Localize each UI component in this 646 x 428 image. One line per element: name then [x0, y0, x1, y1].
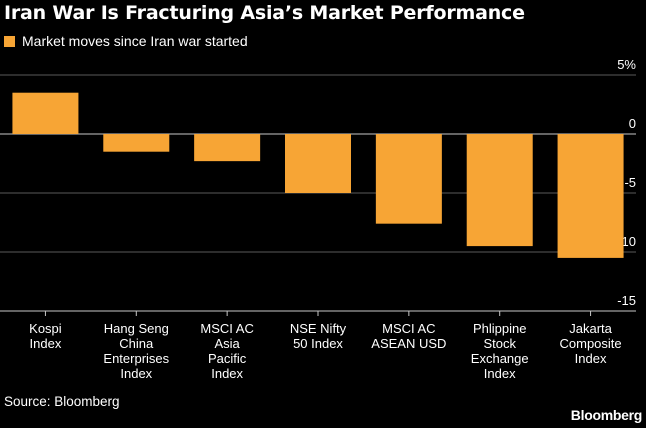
x-tick-label-line: Enterprises [103, 351, 169, 366]
x-tick-label-line: Phlippine [473, 321, 527, 336]
bar [557, 134, 624, 258]
x-tick-label-line: Index [211, 366, 243, 381]
x-tick-label-line: NSE Nifty [290, 321, 347, 336]
y-tick-label: -15 [617, 293, 636, 308]
x-tick-label: MSCI AC ASEAN USD [371, 321, 446, 351]
x-tick-label: MSCI AC Asia Pacific Index [200, 321, 253, 381]
bar [375, 134, 442, 224]
x-tick-label: Kospi Index [29, 321, 62, 351]
brand-logo: Bloomberg [570, 407, 643, 423]
x-tick-label-line: Asia [214, 336, 240, 351]
x-tick-label-line: Kospi [29, 321, 62, 336]
bar [285, 134, 351, 193]
x-tick-label-line: Index [575, 351, 607, 366]
x-tick-label-line: Composite [560, 336, 622, 351]
x-tick-label-line: MSCI AC [200, 321, 253, 336]
legend-label: Market moves since Iran war started [22, 33, 248, 49]
x-tick-label-line: Index [484, 366, 516, 381]
y-tick-label: -5 [624, 175, 636, 190]
x-tick-label-line: MSCI AC [382, 321, 435, 336]
bar [194, 134, 261, 162]
x-tick-label-line: ASEAN USD [371, 336, 446, 351]
x-tick-label-line: Index [120, 366, 152, 381]
x-tick-label: NSE Nifty 50 Index [290, 321, 347, 351]
source-note: Source: Bloomberg [4, 394, 120, 409]
y-tick-label: 0 [629, 116, 636, 131]
chart-title: Iran War Is Fracturing Asia’s Market Per… [4, 2, 525, 24]
legend-swatch [4, 35, 15, 47]
bar [466, 134, 533, 247]
x-tick-label: Jakarta Composite Index [560, 321, 622, 366]
x-tick-label: Hang Seng China Enterprises Index [103, 321, 169, 381]
x-tick-label-line: Jakarta [569, 321, 612, 336]
bar [12, 92, 79, 134]
x-tick-label-line: 50 Index [293, 336, 343, 351]
x-tick-label-line: China [119, 336, 154, 351]
x-tick-label-line: Pacific [208, 351, 247, 366]
x-tick-label-line: Stock [483, 336, 516, 351]
y-tick-label: 5% [617, 57, 636, 72]
x-tick-label-line: Index [30, 336, 62, 351]
x-tick-label-line: Exchange [471, 351, 529, 366]
x-tick-label: Phlippine Stock Exchange Index [471, 321, 529, 381]
x-tick-label-line: Hang Seng [104, 321, 169, 336]
legend: Market moves since Iran war started [4, 33, 248, 49]
bar [103, 134, 170, 152]
